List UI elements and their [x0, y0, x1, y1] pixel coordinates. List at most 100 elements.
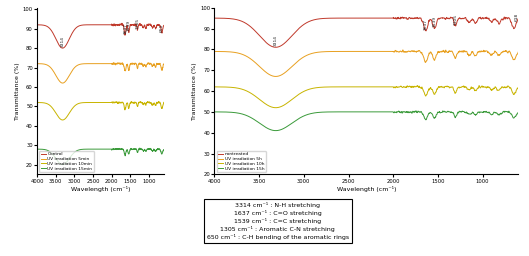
UV irradiation 5h: [515, 50, 522, 53]
UV irradiation 5min: [34, 62, 40, 65]
Line: Control: Control: [37, 23, 163, 48]
UV irradiation 15h: [515, 111, 522, 114]
UV irradiation 15h: [272, 129, 279, 132]
Control: [88, 23, 94, 26]
UV irradiation 10min: [160, 101, 167, 104]
UV irradiation 15h: [341, 110, 348, 113]
UV irradiation 10min: [48, 105, 54, 109]
nontreated: [501, 16, 507, 19]
UV irradiation 5min: [158, 67, 165, 70]
UV irradiation 10h: [341, 85, 348, 88]
Text: 1637: 1637: [424, 18, 427, 29]
UV irradiation 15min: [88, 148, 94, 151]
nontreated: [515, 17, 522, 20]
UV irradiation 10h: [246, 91, 252, 94]
UV irradiation 10h: [414, 84, 421, 87]
Text: 1539: 1539: [127, 20, 131, 31]
UV irradiation 10min: [156, 100, 162, 103]
UV irradiation 10h: [509, 91, 516, 94]
UV irradiation 10min: [56, 116, 62, 119]
UV irradiation 10h: [211, 85, 217, 88]
UV irradiation 10h: [264, 103, 270, 106]
UV irradiation 5h: [477, 49, 483, 52]
Line: UV irradiation 5min: UV irradiation 5min: [37, 63, 163, 83]
Line: UV irradiation 15h: UV irradiation 15h: [214, 111, 518, 131]
nontreated: [341, 17, 348, 20]
Control: [59, 47, 66, 50]
UV irradiation 15min: [83, 148, 89, 151]
UV irradiation 5h: [328, 50, 334, 53]
nontreated: [477, 16, 483, 19]
UV irradiation 5h: [272, 75, 279, 78]
UV irradiation 5min: [59, 81, 66, 84]
nontreated: [328, 17, 334, 20]
Text: 3314: 3314: [273, 35, 278, 46]
Control: [160, 24, 167, 27]
X-axis label: Wavelength (cm⁻¹): Wavelength (cm⁻¹): [336, 186, 396, 192]
Control: [56, 44, 62, 47]
UV irradiation 15h: [477, 111, 483, 114]
UV irradiation 5min: [160, 62, 167, 66]
UV irradiation 15h: [328, 110, 334, 113]
UV irradiation 10min: [158, 106, 165, 109]
UV irradiation 10min: [88, 101, 94, 104]
Text: 1539: 1539: [432, 16, 436, 27]
UV irradiation 15min: [158, 152, 165, 155]
nontreated: [246, 24, 252, 27]
UV irradiation 15h: [246, 115, 252, 118]
UV irradiation 15h: [509, 115, 516, 118]
UV irradiation 15min: [56, 161, 62, 164]
Legend: Control, UV irradiation 5min, UV irradiation 10min, UV irradiation 15min: Control, UV irradiation 5min, UV irradia…: [39, 151, 94, 172]
Y-axis label: Transmittance (%): Transmittance (%): [193, 62, 197, 120]
UV irradiation 5h: [400, 48, 406, 51]
X-axis label: Wavelength (cm⁻¹): Wavelength (cm⁻¹): [70, 186, 130, 192]
Text: 650: 650: [160, 23, 164, 32]
nontreated: [509, 25, 516, 28]
Text: 3314 cm⁻¹ : N-H stretching
1637 cm⁻¹ : C=O stretching
1539 cm⁻¹ : C=C stretching: 3314 cm⁻¹ : N-H stretching 1637 cm⁻¹ : C…: [207, 202, 349, 240]
nontreated: [211, 17, 217, 20]
UV irradiation 10min: [144, 100, 151, 103]
Text: 1305: 1305: [135, 18, 140, 29]
UV irradiation 10h: [272, 106, 279, 109]
UV irradiation 15min: [160, 148, 167, 151]
UV irradiation 10min: [59, 119, 66, 122]
Line: nontreated: nontreated: [214, 17, 518, 47]
UV irradiation 15h: [211, 110, 217, 113]
Line: UV irradiation 5h: UV irradiation 5h: [214, 50, 518, 77]
UV irradiation 5min: [119, 61, 125, 64]
UV irradiation 15min: [144, 147, 151, 151]
UV irradiation 5min: [83, 62, 89, 65]
Text: 1305: 1305: [453, 14, 458, 25]
UV irradiation 15h: [413, 109, 419, 112]
UV irradiation 10h: [515, 87, 522, 90]
UV irradiation 5min: [56, 79, 62, 82]
Line: UV irradiation 10min: UV irradiation 10min: [37, 101, 163, 120]
nontreated: [272, 46, 279, 49]
Control: [34, 23, 40, 26]
Legend: nontreated, UV irradiation 5h, UV irradiation 10h, UV irradiation 15h: nontreated, UV irradiation 5h, UV irradi…: [216, 151, 266, 172]
UV irradiation 5h: [509, 57, 516, 60]
Control: [158, 30, 165, 33]
UV irradiation 15min: [136, 147, 142, 150]
UV irradiation 5h: [264, 72, 270, 75]
nontreated: [264, 42, 270, 45]
UV irradiation 10min: [83, 101, 89, 104]
Control: [48, 29, 54, 32]
Y-axis label: Transmittance (%): Transmittance (%): [15, 62, 20, 120]
Line: UV irradiation 10h: UV irradiation 10h: [214, 86, 518, 108]
UV irradiation 15h: [264, 126, 270, 130]
UV irradiation 10min: [34, 101, 40, 104]
UV irradiation 5min: [144, 62, 151, 65]
Control: [119, 22, 125, 25]
Control: [144, 24, 151, 27]
UV irradiation 10h: [328, 86, 334, 89]
Text: 1637: 1637: [123, 23, 127, 34]
UV irradiation 5min: [48, 67, 54, 70]
UV irradiation 15min: [48, 152, 54, 155]
UV irradiation 5min: [88, 62, 94, 65]
UV irradiation 5h: [341, 50, 348, 53]
Line: UV irradiation 15min: UV irradiation 15min: [37, 148, 163, 165]
UV irradiation 10h: [477, 86, 483, 89]
Text: 3314: 3314: [61, 36, 65, 47]
Control: [83, 23, 89, 26]
